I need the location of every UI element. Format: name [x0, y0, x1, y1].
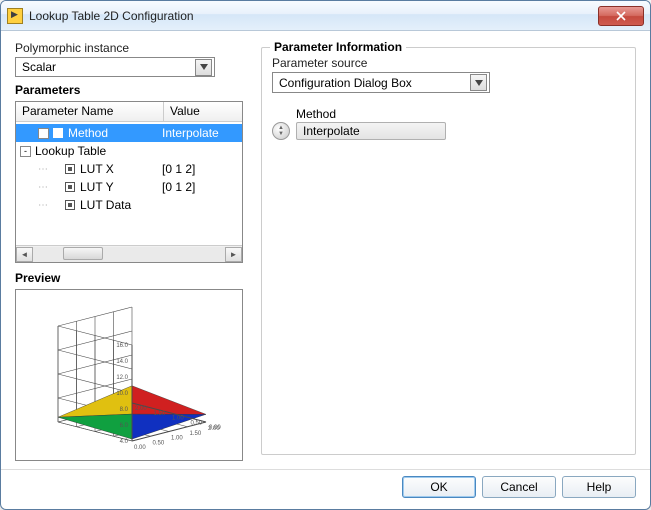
preview-3d-chart: 4.06.08.010.012.014.016.00.000.000.500.5…: [24, 291, 234, 459]
content-area: Polymorphic instance Scalar Parameters P…: [1, 31, 650, 469]
tree-row[interactable]: - Method Interpolate: [16, 124, 242, 142]
tree-node-name: Lookup Table: [35, 144, 106, 158]
tree-expander[interactable]: -: [20, 146, 31, 157]
tree-row[interactable]: -Lookup Table: [16, 142, 242, 160]
cancel-button[interactable]: Cancel: [482, 476, 556, 498]
svg-text:1.50: 1.50: [190, 431, 202, 437]
svg-text:0.50: 0.50: [191, 420, 203, 426]
svg-text:12.0: 12.0: [116, 375, 128, 381]
tree-node-icon: [65, 200, 75, 210]
svg-text:16.0: 16.0: [116, 343, 128, 349]
tree-node-icon: [65, 164, 75, 174]
tree-node-icon: [65, 182, 75, 192]
method-value: Interpolate: [296, 122, 446, 140]
titlebar[interactable]: Lookup Table 2D Configuration: [1, 1, 650, 31]
col-header-name[interactable]: Parameter Name: [16, 102, 164, 121]
close-button[interactable]: [598, 6, 644, 26]
svg-text:0.00: 0.00: [134, 445, 146, 451]
polymorphic-combo[interactable]: Scalar: [15, 57, 215, 77]
parameter-info-group: Parameter Information Parameter source C…: [261, 47, 636, 455]
parameters-header: Parameter Name Value: [16, 102, 242, 122]
svg-text:14.0: 14.0: [116, 359, 128, 365]
ring-selector-icon[interactable]: ▲▼: [272, 122, 290, 140]
help-button[interactable]: Help: [562, 476, 636, 498]
tree-row[interactable]: ⋯LUT Y[0 1 2]: [16, 178, 242, 196]
tree-node-value: [0 1 2]: [160, 180, 242, 194]
col-header-value[interactable]: Value: [164, 102, 242, 121]
tree-node-name: LUT Data: [80, 198, 131, 212]
method-label: Method: [296, 107, 625, 121]
scroll-left-button[interactable]: ◄: [16, 247, 33, 262]
parameters-title: Parameters: [15, 83, 243, 97]
svg-text:2.00: 2.00: [208, 426, 220, 432]
tree-node-name: Method: [68, 126, 108, 140]
tree-node-value: [0 1 2]: [160, 162, 242, 176]
svg-text:4.0: 4.0: [120, 439, 129, 445]
tree-row[interactable]: ⋯LUT X[0 1 2]: [16, 160, 242, 178]
h-scrollbar[interactable]: ◄ ►: [16, 245, 242, 262]
tree-node-name: LUT X: [80, 162, 114, 176]
parameter-info-legend: Parameter Information: [270, 40, 406, 54]
tree-expander[interactable]: -: [38, 128, 49, 139]
method-display: Method ▲▼ Interpolate: [272, 107, 625, 140]
dialog-window: Lookup Table 2D Configuration Polymorphi…: [0, 0, 651, 510]
svg-text:6.0: 6.0: [120, 423, 129, 429]
source-label: Parameter source: [272, 56, 625, 70]
svg-text:0.50: 0.50: [153, 440, 165, 446]
parameters-tree[interactable]: -MethodInterpolate-Lookup Table⋯LUT X[0 …: [16, 122, 242, 245]
left-column: Polymorphic instance Scalar Parameters P…: [15, 41, 243, 461]
scroll-right-button[interactable]: ►: [225, 247, 242, 262]
source-combo[interactable]: Configuration Dialog Box: [272, 72, 490, 93]
preview-title: Preview: [15, 271, 243, 285]
polymorphic-label: Polymorphic instance: [15, 41, 243, 55]
svg-text:1.00: 1.00: [171, 436, 183, 442]
footer: OK Cancel Help: [1, 469, 650, 503]
svg-text:1.00: 1.00: [172, 416, 184, 422]
app-icon: [7, 8, 23, 24]
chevron-down-icon: [470, 74, 487, 91]
tree-node-icon: [53, 128, 63, 138]
svg-text:8.0: 8.0: [120, 407, 129, 413]
parameters-box: Parameter Name Value -MethodInterpolate-…: [15, 101, 243, 263]
polymorphic-value: Scalar: [22, 60, 195, 74]
ok-button[interactable]: OK: [402, 476, 476, 498]
preview-box: 4.06.08.010.012.014.016.00.000.000.500.5…: [15, 289, 243, 461]
source-value: Configuration Dialog Box: [279, 76, 470, 90]
scroll-track[interactable]: [33, 247, 225, 262]
tree-node-name: LUT Y: [80, 180, 114, 194]
scroll-thumb[interactable]: [63, 247, 103, 260]
tree-node-value: Interpolate: [160, 126, 242, 140]
chevron-down-icon: [195, 59, 212, 76]
svg-text:2.00: 2.00: [135, 406, 147, 412]
close-icon: [616, 11, 626, 21]
tree-row[interactable]: ⋯LUT Data: [16, 196, 242, 214]
right-column: Parameter Information Parameter source C…: [261, 41, 636, 461]
svg-text:10.0: 10.0: [116, 391, 128, 397]
window-title: Lookup Table 2D Configuration: [29, 9, 598, 23]
svg-text:1.50: 1.50: [154, 411, 166, 417]
